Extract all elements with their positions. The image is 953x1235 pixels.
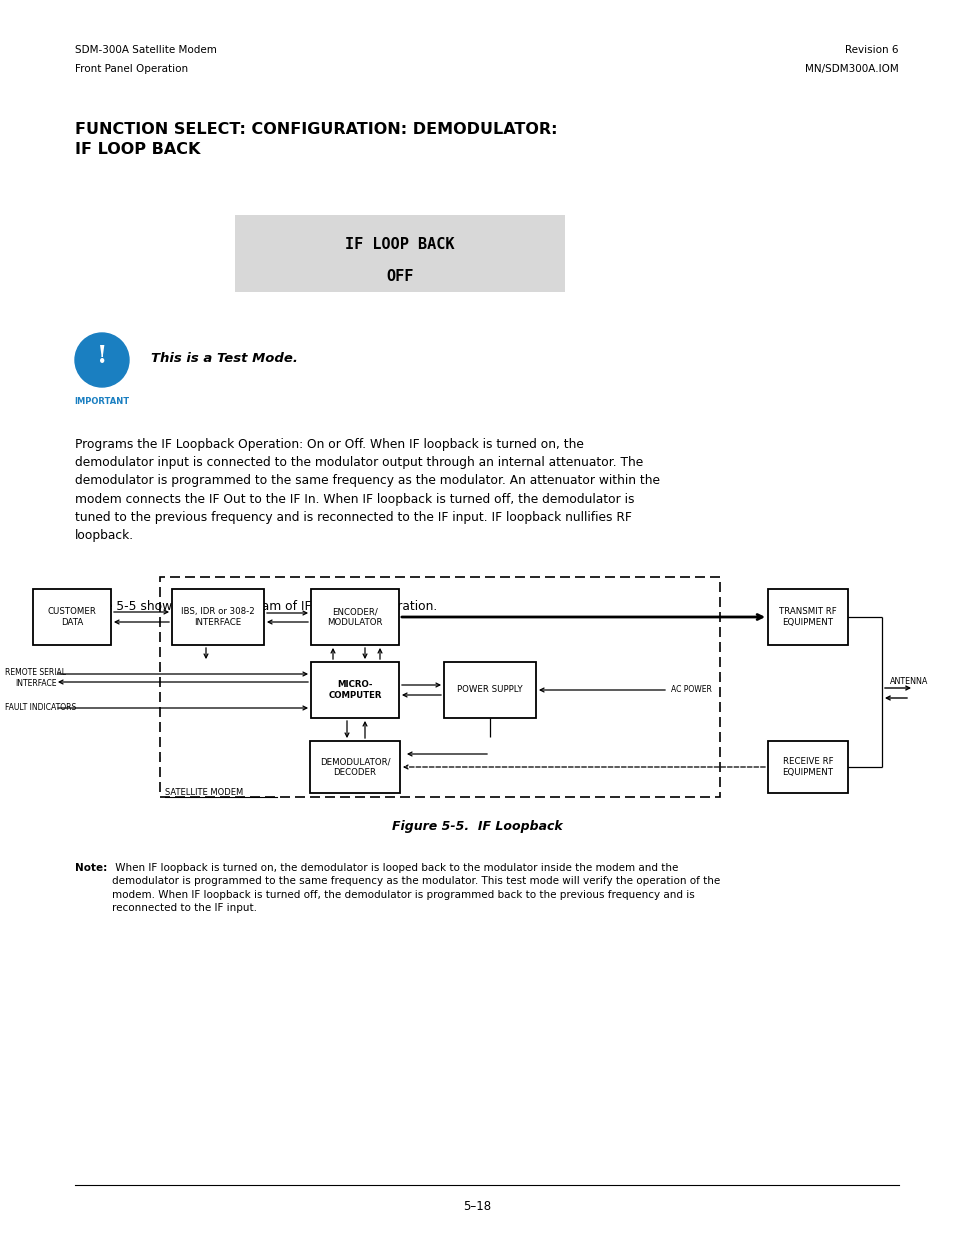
Text: IBS, IDR or 308-2
INTERFACE: IBS, IDR or 308-2 INTERFACE bbox=[181, 608, 254, 626]
Text: RECEIVE RF
EQUIPMENT: RECEIVE RF EQUIPMENT bbox=[781, 757, 833, 777]
Text: This is a Test Mode.: This is a Test Mode. bbox=[151, 352, 297, 364]
Bar bbox=[311, 662, 398, 718]
Text: When IF loopback is turned on, the demodulator is looped back to the modulator i: When IF loopback is turned on, the demod… bbox=[112, 863, 720, 913]
Text: MN/SDM300A.IOM: MN/SDM300A.IOM bbox=[804, 64, 898, 74]
Text: MICRO-
COMPUTER: MICRO- COMPUTER bbox=[328, 680, 381, 700]
Text: Figure 5-5.  IF Loopback: Figure 5-5. IF Loopback bbox=[392, 820, 561, 832]
Bar bbox=[311, 589, 398, 645]
Text: Programs the IF Loopback Operation: On or Off. When IF loopback is turned on, th: Programs the IF Loopback Operation: On o… bbox=[75, 438, 659, 542]
Text: Note:: Note: bbox=[75, 863, 107, 873]
Text: Front Panel Operation: Front Panel Operation bbox=[75, 64, 188, 74]
Text: SDM-300A Satellite Modem: SDM-300A Satellite Modem bbox=[75, 44, 216, 56]
Bar bbox=[443, 662, 536, 718]
Text: FAULT INDICATORS: FAULT INDICATORS bbox=[5, 704, 76, 713]
Text: OFF: OFF bbox=[386, 269, 414, 284]
Text: IMPORTANT: IMPORTANT bbox=[74, 396, 130, 406]
Text: 5–18: 5–18 bbox=[462, 1200, 491, 1213]
Bar bbox=[160, 577, 720, 797]
Circle shape bbox=[75, 333, 129, 387]
Bar bbox=[234, 215, 564, 291]
Bar bbox=[310, 741, 399, 793]
Bar bbox=[33, 589, 111, 645]
Text: !: ! bbox=[96, 345, 107, 368]
Text: TRANSMIT RF
EQUIPMENT: TRANSMIT RF EQUIPMENT bbox=[779, 608, 836, 626]
Text: Revision 6: Revision 6 bbox=[844, 44, 898, 56]
Text: ANTENNA: ANTENNA bbox=[889, 677, 927, 685]
Bar bbox=[172, 589, 264, 645]
Text: REMOTE SERIAL
INTERFACE: REMOTE SERIAL INTERFACE bbox=[5, 668, 66, 688]
Text: AC POWER: AC POWER bbox=[670, 685, 711, 694]
Bar bbox=[767, 741, 847, 793]
Text: CUSTOMER
DATA: CUSTOMER DATA bbox=[48, 608, 96, 626]
Text: IF LOOP BACK: IF LOOP BACK bbox=[345, 237, 455, 252]
Text: Figure 5-5 shows a block diagram of IF loopback operation.: Figure 5-5 shows a block diagram of IF l… bbox=[75, 600, 436, 613]
Text: FUNCTION SELECT: CONFIGURATION: DEMODULATOR:
IF LOOP BACK: FUNCTION SELECT: CONFIGURATION: DEMODULA… bbox=[75, 122, 557, 157]
Text: SATELLITE MODEM: SATELLITE MODEM bbox=[165, 788, 243, 797]
Bar bbox=[767, 589, 847, 645]
Text: DEMODULATOR/
DECODER: DEMODULATOR/ DECODER bbox=[319, 757, 390, 777]
Text: ENCODER/
MODULATOR: ENCODER/ MODULATOR bbox=[327, 608, 382, 626]
Text: POWER SUPPLY: POWER SUPPLY bbox=[456, 685, 522, 694]
